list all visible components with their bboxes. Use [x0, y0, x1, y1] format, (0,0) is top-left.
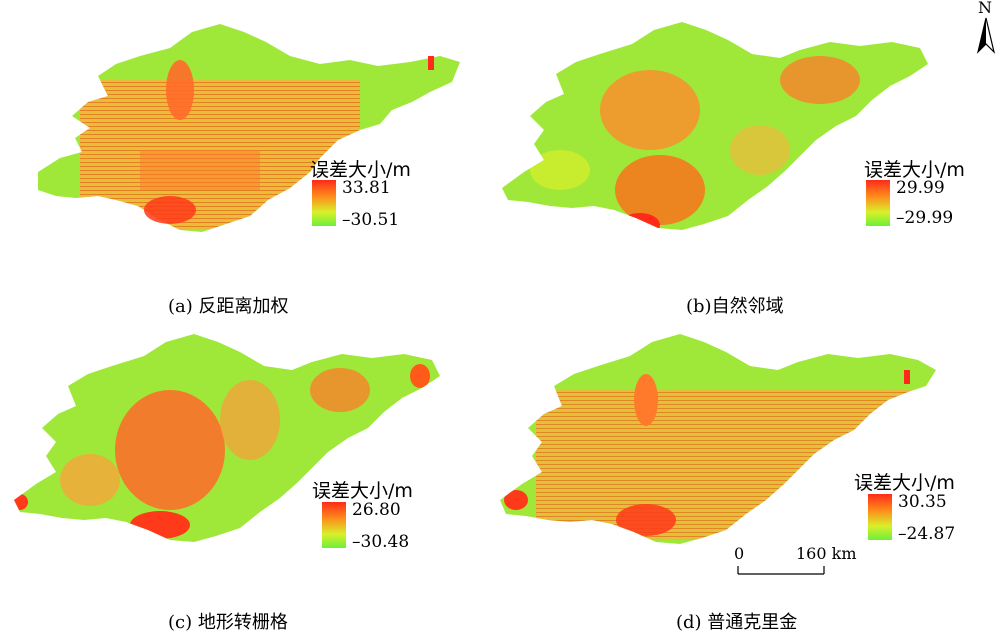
legend-min-c: –30.48: [352, 532, 410, 552]
panel-b: 误差大小/m 29.99 –29.99 (b)自然邻域: [500, 20, 970, 320]
caption-d: (d) 普通克里金: [676, 612, 798, 633]
map-d: [500, 334, 936, 544]
legend-ramp-a: [312, 180, 336, 226]
legend-max-c: 26.80: [352, 500, 401, 520]
legend-title-d: 误差大小/m: [854, 472, 955, 494]
caption-c: (c) 地形转栅格: [168, 612, 288, 633]
north-arrow-icon: [976, 17, 996, 54]
scale-start-label: 0: [734, 544, 745, 563]
legend-max-b: 29.99: [896, 178, 945, 198]
legend-min-d: –24.87: [898, 524, 956, 544]
panel-a: 误差大小/m 33.81 –30.51 (a) 反距离加权: [20, 20, 480, 320]
map-a: [38, 24, 460, 232]
legend-ramp-c: [322, 502, 346, 548]
scale-end-label: 160 km: [796, 544, 857, 563]
map-b: [502, 22, 928, 230]
legend-title-b: 误差大小/m: [864, 159, 965, 181]
map-c: [14, 334, 440, 542]
legend-title-a: 误差大小/m: [310, 159, 411, 181]
north-arrow: N: [972, 0, 1000, 56]
panel-c: 误差大小/m 26.80 –30.48 (c) 地形转栅格: [10, 330, 480, 633]
legend-max-a: 33.81: [342, 178, 391, 198]
legend-ramp-b: [866, 180, 890, 226]
caption-a: (a) 反距离加权: [168, 296, 289, 317]
north-label: N: [978, 0, 992, 17]
legend-min-a: –30.51: [342, 210, 400, 230]
panel-d: 误差大小/m 30.35 –24.87 0 160 km (d) 普通克里金: [496, 330, 976, 633]
legend-max-d: 30.35: [898, 492, 947, 512]
scale-bar: [737, 566, 825, 575]
legend-min-b: –29.99: [896, 208, 954, 228]
legend-ramp-d: [868, 494, 892, 540]
legend-title-c: 误差大小/m: [312, 480, 413, 502]
caption-b: (b)自然邻域: [686, 296, 784, 317]
